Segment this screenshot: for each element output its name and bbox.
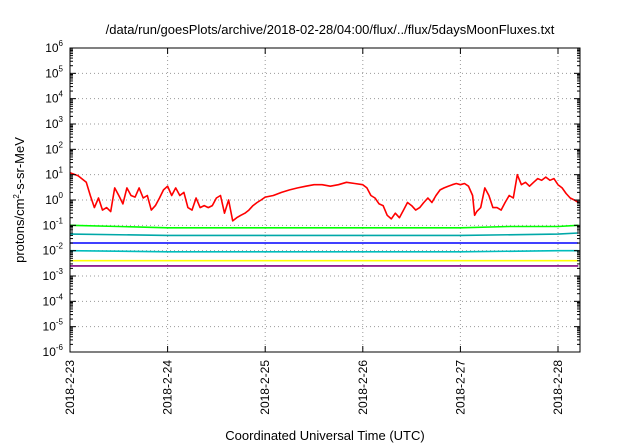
y-tick-label-base: 10: [43, 345, 57, 359]
y-tick-label-base: 10: [45, 193, 59, 207]
x-tick-label: 2018-2-27: [453, 360, 467, 415]
y-axis-label-part: -s-sr-MeV: [12, 137, 27, 194]
grid: [70, 48, 580, 352]
y-tick-label-exponent: 5: [59, 64, 64, 73]
y-tick-label-exponent: -5: [56, 318, 64, 327]
y-tick-label-exponent: 3: [59, 115, 64, 124]
y-tick-label-exponent: 0: [59, 191, 64, 200]
y-tick-label-base: 10: [45, 117, 59, 131]
y-axis-label-superscript: 2: [12, 194, 21, 199]
y-tick-label: 10-3: [43, 267, 64, 283]
y-tick-label: 10-4: [43, 292, 64, 308]
x-tick-label: 2018-2-25: [258, 360, 272, 415]
y-tick-label: 103: [45, 115, 63, 131]
y-tick-label: 10-5: [43, 318, 64, 334]
y-tick-label-exponent: -4: [56, 292, 64, 301]
y-tick-label-base: 10: [45, 92, 59, 106]
y-tick-label: 106: [45, 39, 63, 55]
y-axis-label-part: protons/cm: [12, 199, 27, 263]
chart-title: /data/run/goesPlots/archive/2018-02-28/0…: [106, 22, 555, 37]
x-tick-label: 2018-2-24: [161, 360, 175, 415]
x-tick-label: 2018-2-26: [356, 360, 370, 415]
series-line: [69, 232, 579, 237]
y-tick-label: 105: [45, 64, 63, 80]
x-tick-label: 2018-2-28: [551, 360, 565, 415]
y-tick-label-base: 10: [45, 142, 59, 156]
series-line: [69, 171, 579, 222]
y-tick-label: 102: [45, 140, 63, 156]
y-tick-label: 10-1: [43, 216, 64, 232]
y-tick-label-exponent: -6: [56, 343, 64, 352]
y-tick-label-base: 10: [45, 66, 59, 80]
y-tick-label: 10-6: [43, 343, 64, 359]
y-tick-label: 100: [45, 191, 63, 207]
series-group: [69, 171, 579, 267]
y-tick-label-base: 10: [43, 320, 57, 334]
y-tick-label-base: 10: [43, 294, 57, 308]
y-tick-label-exponent: -3: [56, 267, 64, 276]
series-line: [69, 249, 579, 253]
x-tick-labels: 2018-2-23 2018-2-24 2018-2-25 2018-2-26 2018…: [63, 360, 565, 415]
y-tick-label-base: 10: [43, 244, 57, 258]
y-tick-label-base: 10: [43, 218, 57, 232]
y-tick-label-exponent: 4: [59, 90, 64, 99]
y-tick-label-base: 10: [45, 168, 59, 182]
y-axis-label: protons/cm2-s-sr-MeV: [12, 137, 27, 263]
x-axis-label: Coordinated Universal Time (UTC): [225, 428, 424, 443]
y-tick-label-base: 10: [43, 269, 57, 283]
axis-ticks: [69, 47, 580, 353]
y-tick-label-exponent: 1: [59, 166, 64, 175]
y-tick-label-base: 10: [45, 41, 59, 55]
y-tick-labels: 10-610-510-410-310-210-11001011021031041…: [43, 39, 64, 359]
y-tick-label-exponent: -2: [56, 242, 64, 251]
y-tick-label-exponent: 2: [59, 140, 64, 149]
x-tick-label: 2018-2-23: [63, 360, 77, 415]
y-tick-label: 10-2: [43, 242, 64, 258]
series-line: [69, 224, 579, 229]
y-tick-label: 101: [45, 166, 63, 182]
y-tick-label-exponent: 6: [59, 39, 64, 48]
y-tick-label: 104: [45, 90, 63, 106]
y-tick-label-exponent: -1: [56, 216, 64, 225]
